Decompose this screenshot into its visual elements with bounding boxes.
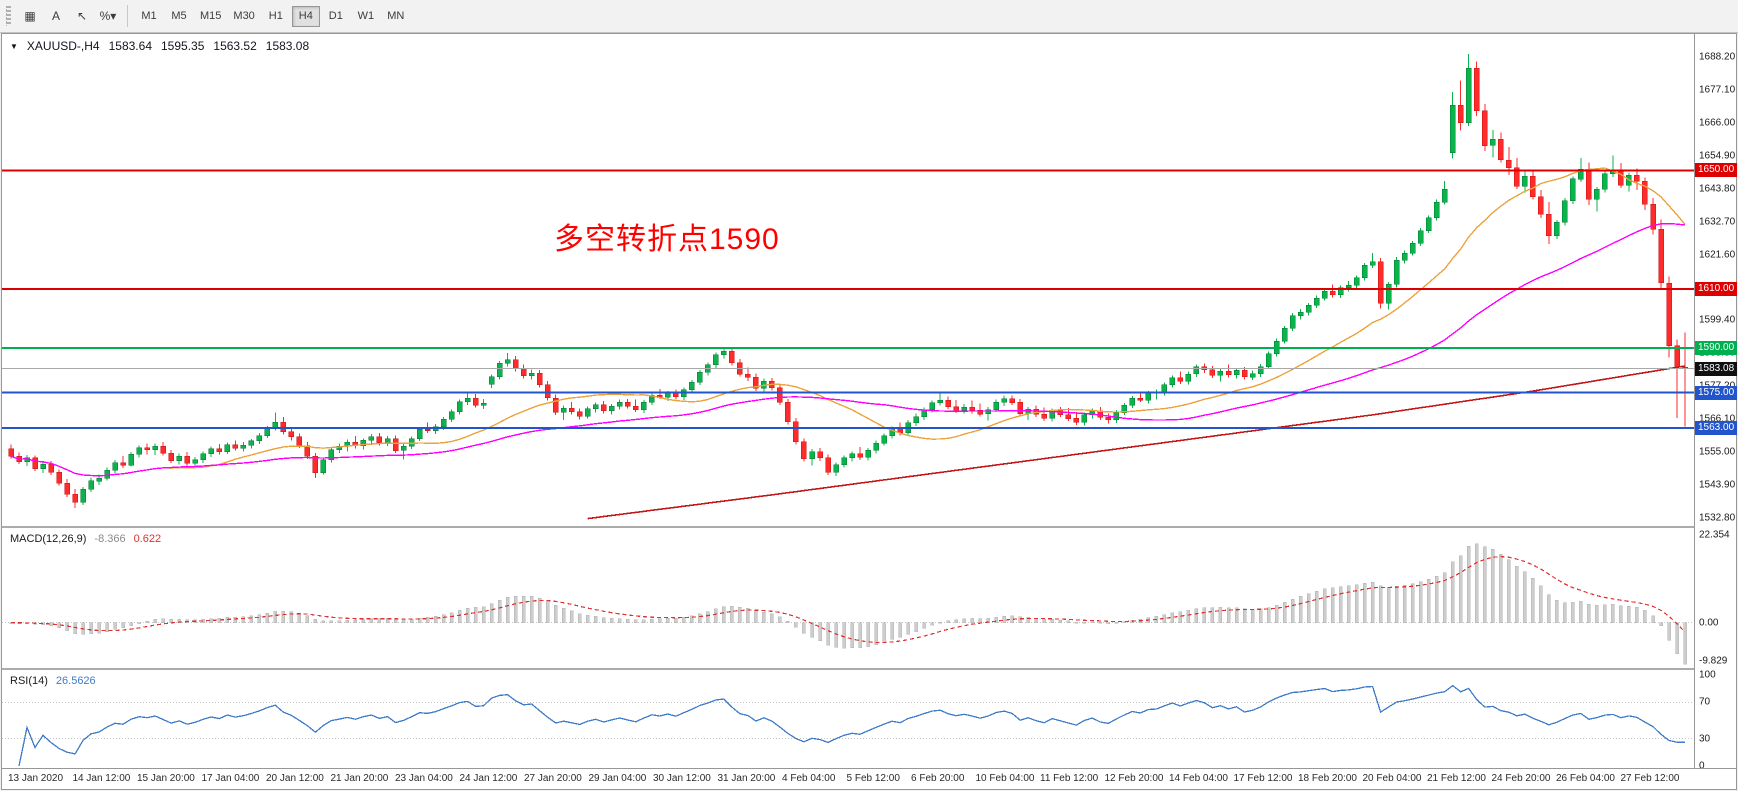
percent-tool-icon: %▾ bbox=[99, 9, 117, 23]
price-scale-label: 1566.10 bbox=[1699, 413, 1736, 425]
pane-separator[interactable] bbox=[2, 526, 1736, 528]
price-scale-label: 1599.40 bbox=[1699, 314, 1736, 326]
timeframe-button-D1[interactable]: D1 bbox=[328, 10, 343, 22]
time-axis-label: 11 Feb 12:00 bbox=[1040, 773, 1099, 784]
timeframe-button-M15[interactable]: M15 bbox=[200, 10, 222, 22]
time-axis-label: 17 Jan 04:00 bbox=[201, 773, 260, 784]
ohlc-high: 1595.35 bbox=[161, 39, 205, 53]
chart-window: ▼ XAUUSD-,H4 1583.64 1595.35 1563.52 158… bbox=[1, 33, 1737, 790]
time-axis[interactable]: 13 Jan 2020 14 Jan 12:00 15 Jan 20:00 17 Ja… bbox=[2, 768, 1736, 789]
time-axis-label: 27 Feb 12:00 bbox=[1620, 773, 1680, 784]
timeframe-button-H1[interactable]: H1 bbox=[268, 10, 283, 22]
price-scale-label: 1632.70 bbox=[1699, 216, 1736, 228]
macd-scale-label: -9.829 bbox=[1699, 655, 1728, 667]
price-scale-label: 1677.10 bbox=[1699, 84, 1736, 96]
time-axis-label: 12 Feb 20:00 bbox=[1104, 773, 1164, 784]
price-scale-label: 1643.80 bbox=[1699, 183, 1736, 195]
grid-tool-icon: ▦ bbox=[24, 9, 36, 23]
rsi-scale-label: 30 bbox=[1699, 733, 1711, 745]
macd-signal-value: 0.622 bbox=[133, 533, 162, 545]
time-axis-label: 24 Jan 12:00 bbox=[459, 773, 518, 784]
time-axis-label: 20 Jan 12:00 bbox=[266, 773, 324, 784]
timeframe-button-H4[interactable]: H4 bbox=[291, 5, 320, 27]
time-axis-label: 13 Jan 2020 bbox=[8, 773, 64, 784]
macd-main-value: -8.366 bbox=[94, 533, 126, 545]
time-axis-label: 14 Feb 04:00 bbox=[1169, 773, 1228, 784]
time-axis-label: 27 Jan 20:00 bbox=[524, 773, 582, 784]
one-click-trading-arrow-icon[interactable]: ▼ bbox=[10, 41, 18, 51]
rsi-canvas[interactable] bbox=[2, 670, 1694, 768]
time-axis-label: 29 Jan 04:00 bbox=[588, 773, 647, 784]
time-axis-label: 6 Feb 20:00 bbox=[911, 773, 965, 784]
price-level-badge: 1575.00 bbox=[1695, 385, 1737, 400]
price-level-badge: 1610.00 bbox=[1695, 281, 1737, 296]
toolbar-grip[interactable] bbox=[6, 6, 11, 26]
toolbar-separator bbox=[127, 5, 128, 27]
time-axis-label: 20 Feb 04:00 bbox=[1362, 773, 1422, 784]
timeframe-button-MN[interactable]: MN bbox=[387, 10, 405, 22]
text-tool-icon: A bbox=[51, 9, 60, 23]
rsi-scale-label: 0 bbox=[1699, 760, 1705, 772]
timeframe-button-M5[interactable]: M5 bbox=[171, 10, 187, 22]
macd-scale-label: 22.354 bbox=[1699, 529, 1730, 540]
price-scale-label: 1621.60 bbox=[1699, 249, 1736, 260]
time-axis-label: 31 Jan 20:00 bbox=[717, 773, 776, 784]
price-scale-label: 1555.00 bbox=[1699, 446, 1736, 458]
macd-scale-label: 0.00 bbox=[1699, 617, 1719, 629]
rsi-name: RSI(14) bbox=[10, 675, 48, 687]
timeframe-button-M1[interactable]: M1 bbox=[141, 10, 157, 22]
rsi-scale-label: 70 bbox=[1699, 696, 1711, 708]
cursor-tool-button[interactable]: ↖ bbox=[69, 5, 95, 27]
chart-symbol-period: XAUUSD-,H4 bbox=[26, 39, 100, 53]
rsi-value: 26.5626 bbox=[55, 675, 96, 687]
time-axis-label: 30 Jan 12:00 bbox=[653, 773, 711, 784]
macd-canvas[interactable] bbox=[2, 528, 1694, 668]
timeframes-toolbar: M1 M5 M15 M30 H1 H4 D1 W1 MN bbox=[134, 5, 411, 27]
pane-separator[interactable] bbox=[2, 668, 1736, 670]
time-axis-label: 15 Jan 20:00 bbox=[137, 773, 195, 784]
timeframe-button-M30[interactable]: M30 bbox=[233, 10, 255, 22]
price-level-badge: 1590.00 bbox=[1695, 341, 1737, 356]
rsi-indicator-label: RSI(14) 26.5626 bbox=[10, 675, 96, 687]
time-axis-label: 5 Feb 12:00 bbox=[846, 773, 900, 784]
price-scale-label: 1666.00 bbox=[1699, 117, 1736, 129]
toolbar: ▦ A ↖ %▾ M1 M5 M15 M30 H1 H4 D1 W1 MN bbox=[0, 0, 1738, 33]
time-axis-label: 4 Feb 04:00 bbox=[782, 773, 836, 784]
time-axis-label: 10 Feb 04:00 bbox=[975, 773, 1035, 784]
timeframe-button-W1[interactable]: W1 bbox=[357, 10, 375, 22]
time-axis-label: 21 Feb 12:00 bbox=[1427, 773, 1486, 784]
time-axis-label: 14 Jan 12:00 bbox=[72, 773, 131, 784]
macd-name: MACD(12,26,9) bbox=[10, 533, 87, 545]
price-chart-canvas[interactable] bbox=[2, 34, 1694, 526]
price-scale-label: 1532.80 bbox=[1699, 512, 1736, 524]
bid-price-badge: 1583.08 bbox=[1695, 361, 1737, 376]
time-axis-label: 23 Jan 04:00 bbox=[395, 773, 453, 784]
text-tool-button[interactable]: A bbox=[43, 5, 69, 27]
price-level-badge: 1650.00 bbox=[1695, 163, 1737, 178]
ohlc-open: 1583.64 bbox=[108, 39, 152, 53]
macd-indicator-label: MACD(12,26,9) -8.366 0.622 bbox=[10, 533, 161, 545]
time-axis-label: 18 Feb 20:00 bbox=[1298, 773, 1357, 784]
cursor-tool-icon: ↖ bbox=[76, 9, 88, 23]
price-scale-label: 1688.20 bbox=[1699, 51, 1736, 63]
time-axis-label: 26 Feb 04:00 bbox=[1556, 773, 1615, 784]
chart-title: ▼ XAUUSD-,H4 1583.64 1595.35 1563.52 158… bbox=[10, 39, 309, 53]
time-axis-label: 21 Jan 20:00 bbox=[330, 773, 389, 784]
price-level-badge: 1563.00 bbox=[1695, 421, 1737, 436]
price-scale[interactable]: 1688.20 1677.10 1666.00 1654.90 1643.80 1632.… bbox=[1694, 34, 1737, 772]
price-scale-label: 1654.90 bbox=[1699, 150, 1736, 162]
time-axis-label: 17 Feb 12:00 bbox=[1233, 773, 1293, 784]
ohlc-low: 1563.52 bbox=[213, 39, 257, 53]
line-studies-toolbar: ▦ A ↖ %▾ bbox=[17, 5, 121, 27]
ohlc-close: 1583.08 bbox=[265, 39, 310, 53]
chart-annotation-text[interactable]: 多空转折点1590 bbox=[554, 223, 780, 256]
percent-tool-button[interactable]: %▾ bbox=[95, 5, 121, 27]
price-scale-label: 1543.90 bbox=[1699, 479, 1736, 491]
grid-tool-button[interactable]: ▦ bbox=[17, 5, 43, 27]
rsi-scale-label: 100 bbox=[1699, 669, 1716, 681]
time-axis-label: 24 Feb 20:00 bbox=[1491, 773, 1551, 784]
